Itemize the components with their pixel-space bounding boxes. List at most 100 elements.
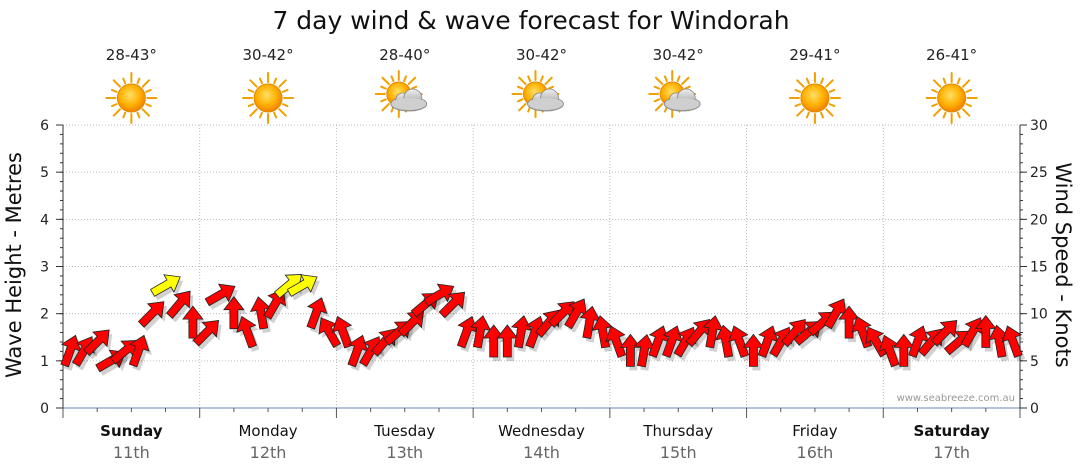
- day-date: 16th: [797, 443, 834, 462]
- wind-arrow: [182, 305, 206, 343]
- wind-arrow-shape: [249, 296, 272, 330]
- wind-arrow: [397, 310, 427, 341]
- wind-arrow-shape: [306, 297, 328, 330]
- wind-arrow: [496, 324, 521, 361]
- day-date: 11th: [113, 443, 150, 462]
- left-tick-label: 0: [40, 401, 49, 417]
- wind-arrow: [347, 334, 371, 371]
- wind-arrow: [823, 298, 850, 333]
- credit-text: www.seabreeze.com.au: [897, 393, 1015, 404]
- day-name: Monday: [238, 422, 297, 440]
- wind-arrow-shape: [286, 274, 318, 297]
- temp-range: 30-42°: [243, 46, 294, 64]
- wind-arrow-shape: [974, 314, 997, 348]
- wind-arrow-shape: [236, 315, 258, 349]
- wind-arrow-shape: [469, 315, 492, 349]
- right-tick-label: 10: [1030, 307, 1048, 323]
- wind-arrow-shape: [930, 320, 958, 347]
- day-date: 14th: [523, 443, 560, 462]
- wind-arrow: [83, 329, 113, 360]
- right-axis-title: Wind Speed - Knots: [1051, 162, 1075, 367]
- temp-range: 28-40°: [379, 46, 430, 64]
- right-tick-label: 30: [1030, 118, 1048, 134]
- temp-range: 30-42°: [516, 46, 567, 64]
- sun-icon: [105, 72, 158, 124]
- wind-arrow-shape: [397, 310, 425, 338]
- right-tick-label: 5: [1030, 354, 1039, 370]
- partly-cloudy-icon: [511, 70, 564, 118]
- left-tick-label: 6: [40, 118, 49, 134]
- partly-cloudy-icon: [648, 70, 701, 118]
- wind-arrow: [702, 315, 726, 352]
- wind-arrow: [236, 315, 260, 352]
- left-axis-title: Wave Height - Metres: [2, 152, 26, 378]
- day-date: 12th: [250, 443, 287, 462]
- right-axis: 0 5 10 15 20 25 30: [1019, 118, 1048, 417]
- wind-arrow-shape: [318, 317, 342, 349]
- wind-arrow-shape: [1001, 325, 1023, 358]
- wind-arrow-shape: [496, 324, 519, 358]
- wind-arrow-shape: [605, 325, 627, 358]
- wind-arrow: [137, 301, 167, 332]
- left-tick-label: 5: [40, 165, 49, 181]
- wind-arrow-shape: [892, 333, 915, 367]
- day-date: 15th: [660, 443, 697, 462]
- sun-icon: [242, 72, 295, 124]
- wind-arrow-shape: [438, 291, 466, 319]
- wind-arrow-shape: [165, 290, 191, 319]
- right-tick-label: 15: [1030, 260, 1048, 276]
- cloud-icon: [527, 88, 564, 112]
- wind-arrow: [605, 325, 629, 362]
- wind-arrow: [510, 315, 535, 352]
- cloud-icon: [663, 88, 701, 112]
- day-name: Sunday: [100, 422, 163, 440]
- wind-arrow-shape: [204, 283, 236, 307]
- wind-arrow: [165, 290, 194, 323]
- wind-arrow: [757, 325, 781, 362]
- wind-arrow: [128, 334, 152, 371]
- wind-arrow: [974, 314, 999, 352]
- chart-title: 7 day wind & wave forecast for Windorah: [272, 6, 789, 35]
- wind-arrow: [306, 297, 330, 334]
- day-name: Friday: [792, 422, 838, 440]
- wind-arrow-shape: [137, 301, 165, 328]
- wind-arrow: [60, 334, 84, 371]
- right-tick-label: 20: [1030, 212, 1048, 228]
- wind-arrow: [908, 325, 932, 362]
- wind-arrow: [564, 298, 590, 333]
- wind-arrow: [469, 315, 494, 352]
- wind-arrow: [728, 325, 752, 362]
- wind-arrow: [661, 325, 686, 362]
- day-labels: Sunday 11th Monday 12th Tuesday 13th Wednesday…: [100, 422, 990, 462]
- wind-arrow-shape: [988, 324, 1010, 358]
- wind-arrow-shape: [781, 318, 806, 348]
- left-tick-label: 2: [40, 307, 49, 323]
- cloud-icon: [390, 88, 428, 112]
- wind-arrow-shape: [128, 334, 150, 368]
- wind-arrow: [648, 325, 672, 362]
- wind-arrows: [60, 274, 1026, 376]
- wind-arrow-shape: [619, 333, 642, 367]
- right-tick-label: 0: [1030, 401, 1039, 417]
- wind-arrow-shape: [83, 329, 110, 357]
- left-tick-label: 3: [40, 260, 49, 276]
- day-name: Wednesday: [498, 422, 585, 440]
- left-axis: 0 1 2 3 4 5 6: [40, 118, 64, 417]
- left-tick-label: 1: [40, 354, 49, 370]
- wind-arrow: [318, 317, 344, 352]
- right-tick-label: 25: [1030, 165, 1048, 181]
- wind-arrow: [149, 274, 184, 301]
- left-tick-label: 4: [40, 212, 49, 228]
- temp-range: 29-41°: [789, 46, 840, 64]
- wind-arrow: [930, 320, 960, 350]
- sun-icon: [788, 72, 841, 124]
- wind-arrow-shape: [182, 305, 204, 339]
- temp-range: 28-43°: [106, 46, 157, 64]
- wind-arrow-shape: [878, 334, 900, 368]
- wind-arrow-shape: [564, 298, 587, 330]
- temp-range: 30-42°: [653, 46, 704, 64]
- wind-arrow-shape: [579, 305, 601, 340]
- wind-arrow-shape: [192, 320, 220, 347]
- day-name: Tuesday: [373, 422, 435, 440]
- sun-icon: [925, 72, 978, 124]
